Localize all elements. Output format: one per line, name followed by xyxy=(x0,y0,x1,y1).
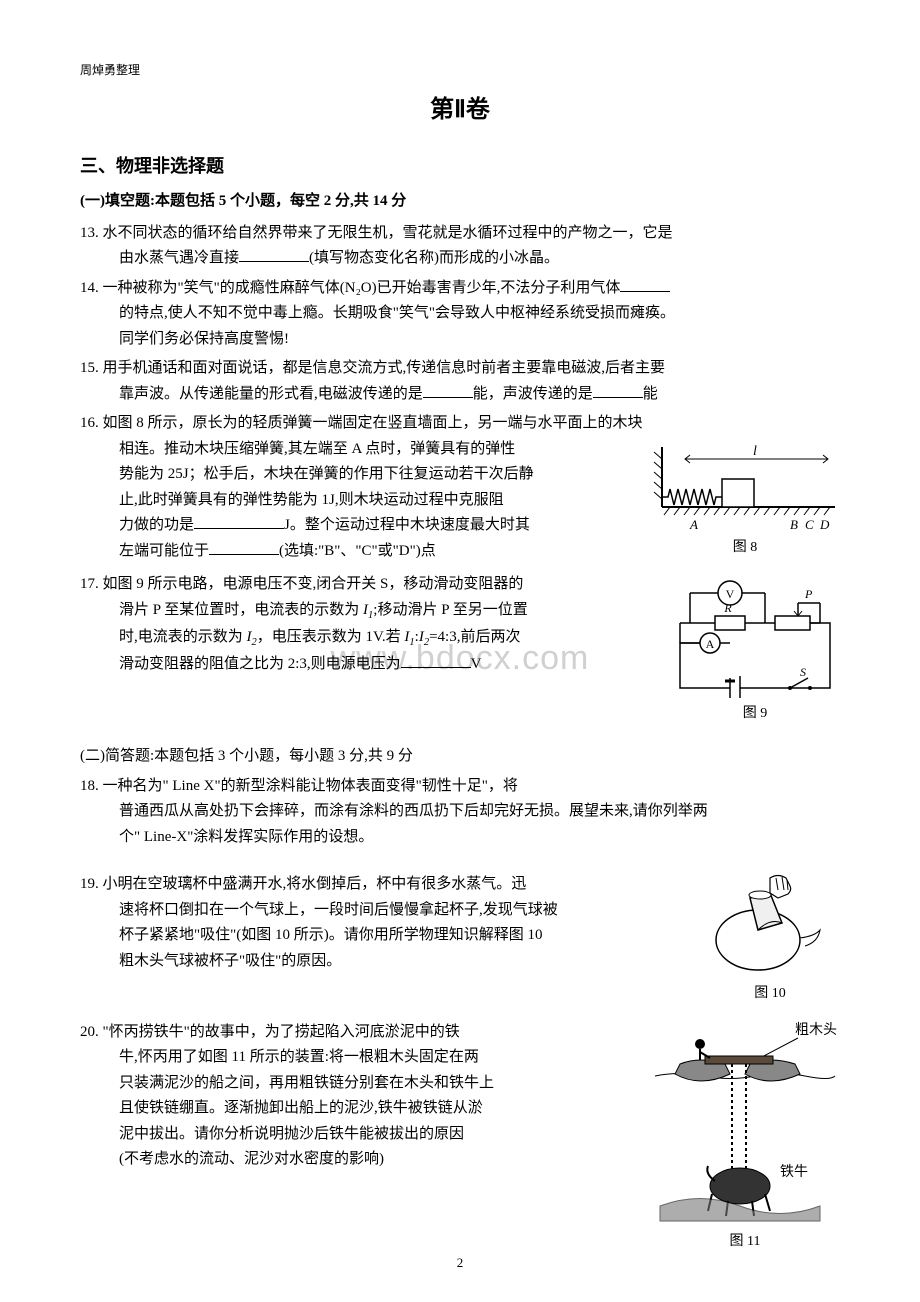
q20-line4: 且使铁链绷直。逐渐抛卸出船上的泥沙,铁牛被铁链从淤 xyxy=(80,1096,640,1122)
q19-line1: 19. 小明在空玻璃杯中盛满开水,将水倒掉后，杯中有很多水蒸气。迅 xyxy=(80,876,526,892)
svg-text:V: V xyxy=(726,587,735,601)
question-17: 17. 如图 9 所示电路，电源电压不变,闭合开关 S，移动滑动变阻器的 滑片 … xyxy=(80,568,840,726)
question-19: 19. 小明在空玻璃杯中盛满开水,将水倒掉后，杯中有很多水蒸气。迅 速将杯口倒扣… xyxy=(80,868,840,1006)
q15-line2b: 能，声波传递的是 xyxy=(473,386,593,402)
q17-line3c: =4:3,前后两次 xyxy=(429,629,520,645)
figure-10: 图 10 xyxy=(700,868,840,1006)
q14-line2: 的特点,使人不知不觉中毒上瘾。长期吸食"笑气"会导致人中枢神经系统受损而瘫痪。 xyxy=(80,301,840,327)
svg-text:P: P xyxy=(804,587,813,601)
figure-8-svg: l A B C D xyxy=(650,437,840,532)
svg-text:D: D xyxy=(819,517,830,532)
section-3-title: 三、物理非选择题 xyxy=(80,151,840,182)
subsection-2-title: (二)简答题:本题包括 3 个小题，每小题 3 分,共 9 分 xyxy=(80,744,840,770)
q17-line2a: 滑片 P 至某位置时，电流表的示数为 xyxy=(119,602,363,618)
question-13: 13. 水不同状态的循环给自然界带来了无限生机，雪花就是水循环过程中的产物之一，… xyxy=(80,221,840,272)
question-14: 14. 一种被称为"笑气"的成瘾性麻醉气体(N₂O)已开始毒害青少年,不法分子利… xyxy=(80,276,840,353)
blank xyxy=(194,514,284,529)
q16-line3: 势能为 25J；松手后，木块在弹簧的作用下往复运动若干次后静 xyxy=(80,462,640,488)
q15-line2a: 靠声波。从传递能量的形式看,电磁波传递的是 xyxy=(119,386,423,402)
q16-line4: 止,此时弹簧具有的弹性势能为 1J,则木块运动过程中克服阻 xyxy=(80,488,640,514)
q13-line2b: (填写物态变化名称)而形成的小冰晶。 xyxy=(309,250,559,266)
q20-line2: 牛,怀丙用了如图 11 所示的装置:将一根粗木头固定在两 xyxy=(80,1045,640,1071)
question-16: 16. 如图 8 所示，原长为的轻质弹簧一端固定在竖直墙面上，另一端与水平面上的… xyxy=(80,411,840,564)
q15-line2c: 能 xyxy=(643,386,658,402)
q20-line5: 泥中拔出。请你分析说明抛沙后铁牛能被拔出的原因 xyxy=(80,1122,640,1148)
question-15: 15. 用手机通话和面对面说话，都是信息交流方式,传递信息时前者主要靠电磁波,后… xyxy=(80,356,840,407)
q13-line1: 13. 水不同状态的循环给自然界带来了无限生机，雪花就是水循环过程中的产物之一，… xyxy=(80,225,673,241)
question-20: 20. "怀丙捞铁牛"的故事中，为了捞起陷入河底淤泥中的铁 牛,怀丙用了如图 1… xyxy=(80,1016,840,1254)
q19-line4: 粗木头气球被杯子"吸住"的原因。 xyxy=(80,949,690,975)
figure-9: V R P A xyxy=(670,568,840,726)
svg-text:B: B xyxy=(790,517,798,532)
q19-line3: 杯子紧紧地"吸住"(如图 10 所示)。请你用所学物理知识解释图 10 xyxy=(80,923,690,949)
blank xyxy=(593,383,643,398)
q15-line1: 15. 用手机通话和面对面说话，都是信息交流方式,传递信息时前者主要靠电磁波,后… xyxy=(80,360,665,376)
page-title: 第Ⅱ卷 xyxy=(80,90,840,131)
figure-10-caption: 图 10 xyxy=(700,982,840,1006)
page-content: 第Ⅱ卷 三、物理非选择题 (一)填空题:本题包括 5 个小题，每空 2 分,共 … xyxy=(80,90,840,1254)
page-number: 2 xyxy=(457,1252,464,1274)
svg-text:A: A xyxy=(689,517,698,532)
svg-text:C: C xyxy=(805,517,814,532)
q17-line2b: ;移动滑片 P 至另一位置 xyxy=(373,602,527,618)
blank xyxy=(209,540,279,555)
svg-text:A: A xyxy=(706,637,715,651)
blank xyxy=(620,277,670,292)
figure-9-caption: 图 9 xyxy=(670,702,840,726)
q17-line4a: 滑动变阻器的阻值之比为 2:3,则电源电压为 xyxy=(119,656,401,672)
figure-8: l A B C D 图 8 xyxy=(650,437,840,560)
svg-text:粗木头: 粗木头 xyxy=(795,1022,837,1038)
q17-line3a: 时,电流表的示数为 xyxy=(119,629,247,645)
q18-line1: 18. 一种名为" Line X"的新型涂料能让物体表面变得"韧性十足"，将 xyxy=(80,778,518,794)
question-18: 18. 一种名为" Line X"的新型涂料能让物体表面变得"韧性十足"，将 普… xyxy=(80,774,840,851)
blank xyxy=(401,653,471,668)
svg-text:铁牛: 铁牛 xyxy=(780,1164,808,1180)
svg-text:S: S xyxy=(800,665,806,679)
q16-line2: 相连。推动木块压缩弹簧,其左端至 A 点时，弹簧具有的弹性 xyxy=(80,437,640,463)
figure-8-caption: 图 8 xyxy=(650,536,840,560)
q16-line6a: 左端可能位于 xyxy=(119,543,209,559)
figure-11: 粗木头 铁牛 xyxy=(650,1016,840,1254)
q17-line3b: ，电压表示数为 1V.若 xyxy=(257,629,405,645)
q20-line3: 只装满泥沙的船之间，再用粗铁链分别套在木头和铁牛上 xyxy=(80,1071,640,1097)
q14-line3: 同学们务必保持高度警惕! xyxy=(80,327,840,353)
blank xyxy=(423,383,473,398)
subsection-1-title: (一)填空题:本题包括 5 个小题，每空 2 分,共 14 分 xyxy=(80,189,840,215)
q17-line4b: V xyxy=(471,656,482,672)
header-note: 周焯勇整理 xyxy=(80,60,140,80)
q13-line2a: 由水蒸气遇冷直接 xyxy=(119,250,239,266)
blank xyxy=(239,247,309,262)
svg-text:l: l xyxy=(753,444,757,459)
svg-text:R: R xyxy=(723,601,732,615)
q20-line6: (不考虑水的流动、泥沙对水密度的影响) xyxy=(80,1147,640,1173)
q18-line2: 普通西瓜从高处扔下会摔碎，而涂有涂料的西瓜扔下后却完好无损。展望未来,请你列举两 xyxy=(80,799,840,825)
q16-line1: 16. 如图 8 所示，原长为的轻质弹簧一端固定在竖直墙面上，另一端与水平面上的… xyxy=(80,415,643,431)
figure-11-svg: 粗木头 铁牛 xyxy=(650,1016,840,1226)
q16-line6b: (选填:"B"、"C"或"D")点 xyxy=(279,543,436,559)
q16-line5a: 力做的功是 xyxy=(119,517,194,533)
q14-line1: 14. 一种被称为"笑气"的成瘾性麻醉气体(N₂O)已开始毒害青少年,不法分子利… xyxy=(80,280,620,296)
q20-line1: 20. "怀丙捞铁牛"的故事中，为了捞起陷入河底淤泥中的铁 xyxy=(80,1024,460,1040)
figure-9-svg: V R P A xyxy=(670,568,840,698)
figure-11-caption: 图 11 xyxy=(650,1230,840,1254)
q18-line3: 个" Line-X"涂料发挥实际作用的设想。 xyxy=(80,825,840,851)
q17-line1: 17. 如图 9 所示电路，电源电压不变,闭合开关 S，移动滑动变阻器的 xyxy=(80,576,523,592)
q16-line5b: J。整个运动过程中木块速度最大时其 xyxy=(284,517,530,533)
figure-10-svg xyxy=(700,868,840,978)
q19-line2: 速将杯口倒扣在一个气球上，一段时间后慢慢拿起杯子,发现气球被 xyxy=(80,898,690,924)
